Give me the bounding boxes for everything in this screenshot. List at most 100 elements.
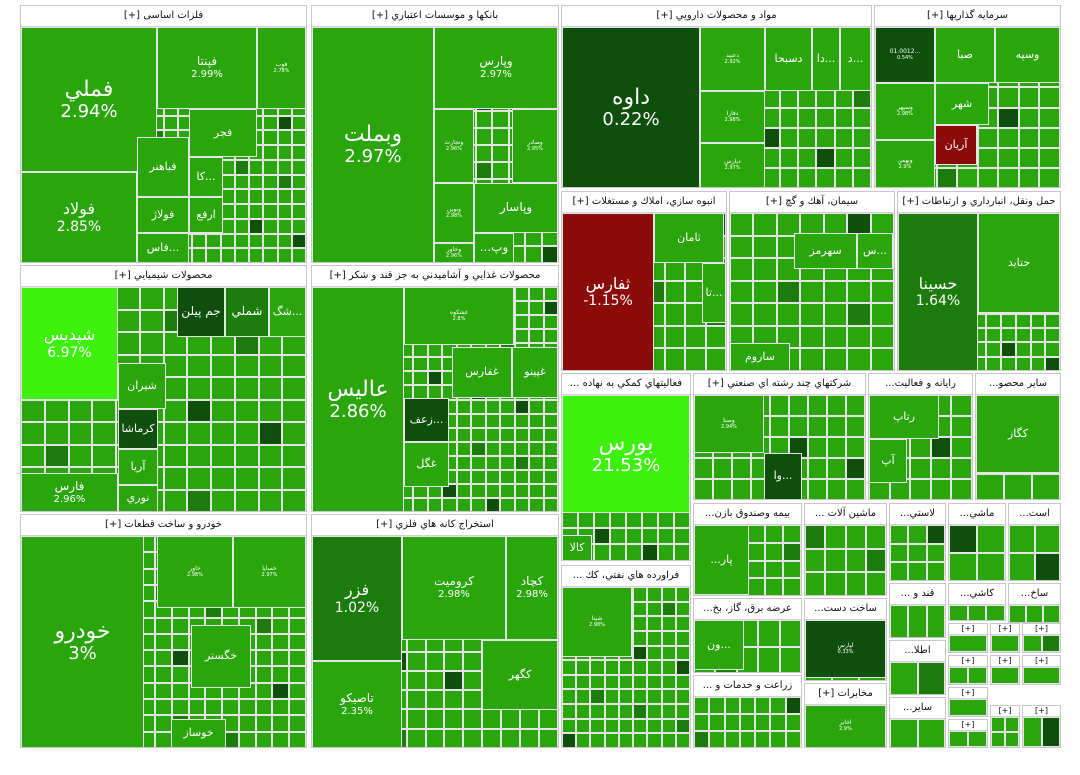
filler-tile[interactable] — [249, 174, 264, 190]
filler-tile[interactable] — [68, 422, 93, 445]
filler-tile[interactable] — [986, 356, 1002, 370]
filler-tile[interactable] — [444, 690, 464, 710]
filler-tile[interactable] — [485, 413, 501, 428]
filler-tile[interactable] — [272, 715, 290, 732]
filler-tile[interactable] — [675, 733, 690, 747]
stock-tile[interactable]: وتجارت 2.96% — [434, 109, 474, 183]
stock-tile[interactable]: خودرو 3% — [21, 536, 144, 747]
filler-tile[interactable] — [661, 689, 676, 705]
filler-tile[interactable] — [594, 544, 610, 560]
filler-tile[interactable] — [626, 527, 642, 545]
filler-tile[interactable] — [747, 542, 766, 561]
filler-tile[interactable] — [277, 233, 292, 249]
filler-tile[interactable] — [562, 704, 577, 719]
filler-tile[interactable] — [618, 718, 634, 734]
filler-tile[interactable] — [977, 553, 1005, 580]
stock-tile[interactable]: ارفع — [189, 197, 223, 233]
filler-tile[interactable] — [68, 399, 93, 422]
filler-tile[interactable] — [514, 399, 530, 414]
sector[interactable]: حمل ونقل، انبارداري و ارتباطات [+] حسينا 1… — [897, 191, 1061, 371]
filler-tile[interactable] — [910, 458, 931, 479]
filler-tile[interactable] — [998, 87, 1019, 108]
filler-tile[interactable] — [730, 258, 754, 281]
filler-tile[interactable] — [21, 399, 45, 422]
filler-tile[interactable] — [282, 399, 306, 422]
filler-tile[interactable] — [779, 620, 801, 647]
filler-tile[interactable] — [234, 248, 249, 262]
filler-tile[interactable] — [730, 303, 754, 326]
filler-tile[interactable] — [249, 159, 264, 175]
filler-tile[interactable] — [500, 455, 515, 470]
filler-tile[interactable] — [732, 458, 751, 479]
filler-tile[interactable] — [626, 544, 642, 560]
filler-tile[interactable] — [647, 689, 662, 705]
filler-tile[interactable] — [463, 690, 483, 710]
filler-tile[interactable] — [492, 128, 509, 145]
stock-tile[interactable]: كالا — [562, 535, 592, 560]
filler-tile[interactable] — [576, 718, 591, 734]
filler-tile[interactable] — [1026, 605, 1043, 622]
filler-tile[interactable] — [926, 562, 945, 580]
filler-tile[interactable] — [116, 332, 140, 355]
filler-tile[interactable] — [187, 377, 211, 400]
sector-header[interactable]: عرضه برق، گاز، بخ... — [694, 599, 801, 620]
sector-mini-header[interactable]: [+] — [1023, 706, 1060, 717]
filler-tile[interactable] — [277, 204, 292, 219]
stock-tile[interactable]: كرماشا — [118, 409, 158, 449]
sector-mini-header[interactable]: [+] — [949, 656, 987, 667]
filler-tile[interactable] — [633, 660, 648, 675]
filler-tile[interactable] — [289, 666, 306, 683]
filler-tile[interactable] — [413, 343, 428, 358]
sector[interactable]: انبوه سازي، املاك و مستغلات [+] ثفارس -1.1… — [561, 191, 727, 371]
filler-tile[interactable] — [1034, 553, 1060, 580]
stock-tile[interactable]: خوساز — [171, 719, 226, 747]
filler-tile[interactable] — [406, 690, 426, 710]
filler-tile[interactable] — [949, 635, 987, 652]
filler-tile[interactable] — [543, 469, 558, 484]
filler-tile[interactable] — [724, 714, 740, 731]
filler-tile[interactable] — [485, 399, 501, 414]
filler-tile[interactable] — [674, 511, 690, 528]
filler-tile[interactable] — [998, 147, 1019, 168]
sector[interactable]: بانكها و موسسات اعتباري [+] وبملت 2.97% وپا… — [311, 5, 559, 263]
filler-tile[interactable] — [732, 479, 751, 499]
filler-tile[interactable] — [986, 342, 1002, 357]
sector[interactable]: كاشي... — [948, 583, 1006, 621]
filler-tile[interactable] — [949, 553, 977, 580]
filler-tile[interactable] — [1005, 717, 1019, 732]
filler-tile[interactable] — [425, 728, 445, 747]
filler-tile[interactable] — [234, 204, 249, 219]
stock-tile[interactable]: بورس 21.53% — [562, 395, 690, 513]
filler-tile[interactable] — [255, 682, 273, 700]
filler-tile[interactable] — [823, 280, 848, 304]
filler-tile[interactable] — [890, 543, 909, 563]
filler-tile[interactable] — [694, 697, 710, 714]
filler-tile[interactable] — [845, 525, 866, 549]
filler-tile[interactable] — [163, 444, 188, 467]
filler-tile[interactable] — [282, 354, 306, 377]
stock-tile[interactable]: فپنتا 2.99% — [157, 27, 257, 109]
filler-tile[interactable] — [92, 422, 116, 445]
filler-tile[interactable] — [1045, 327, 1060, 343]
sector-mini-header[interactable]: [+] — [991, 656, 1019, 667]
filler-tile[interactable] — [485, 497, 501, 511]
filler-tile[interactable] — [800, 325, 824, 349]
filler-tile[interactable] — [890, 605, 909, 637]
filler-tile[interactable] — [163, 467, 188, 490]
filler-tile[interactable] — [272, 633, 290, 651]
filler-tile[interactable] — [594, 511, 610, 528]
stock-tile[interactable]: وا... — [764, 453, 802, 499]
filler-tile[interactable] — [1039, 87, 1060, 108]
filler-tile[interactable] — [206, 233, 221, 249]
filler-tile[interactable] — [277, 174, 292, 190]
filler-tile[interactable] — [282, 489, 306, 511]
filler-tile[interactable] — [618, 689, 634, 705]
filler-tile[interactable] — [816, 167, 835, 187]
filler-tile[interactable] — [633, 645, 648, 661]
filler-tile[interactable] — [783, 525, 801, 543]
filler-tile[interactable] — [739, 731, 756, 747]
filler-tile[interactable] — [255, 617, 273, 634]
filler-tile[interactable] — [463, 728, 483, 747]
stock-tile[interactable]: غپينو — [512, 347, 558, 398]
filler-tile[interactable] — [211, 354, 235, 377]
